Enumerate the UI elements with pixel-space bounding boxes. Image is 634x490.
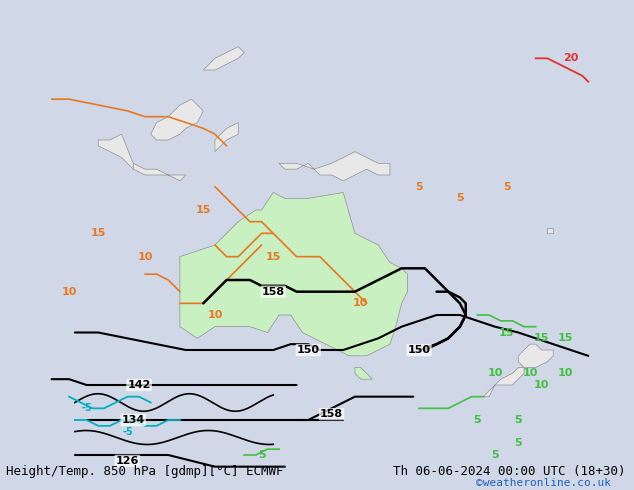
Text: 10: 10: [61, 287, 77, 296]
Text: 10: 10: [137, 252, 153, 262]
Text: 5: 5: [415, 182, 423, 192]
Text: 5: 5: [258, 450, 266, 460]
Text: 158: 158: [320, 409, 343, 419]
Text: 5: 5: [514, 439, 522, 448]
Text: 142: 142: [127, 380, 151, 390]
Text: 10: 10: [353, 298, 368, 308]
Text: 15: 15: [91, 228, 106, 238]
Text: 10: 10: [488, 368, 503, 378]
Text: 5: 5: [503, 182, 510, 192]
Text: Th 06-06-2024 00:00 UTC (18+30): Th 06-06-2024 00:00 UTC (18+30): [393, 465, 626, 478]
Text: 126: 126: [116, 456, 139, 466]
Polygon shape: [355, 368, 372, 379]
Text: 15: 15: [195, 205, 211, 215]
Text: 10: 10: [522, 368, 538, 378]
Text: 5: 5: [456, 194, 463, 203]
Polygon shape: [151, 99, 204, 140]
Text: 5: 5: [474, 415, 481, 425]
Text: 10: 10: [557, 368, 573, 378]
Text: 158: 158: [262, 287, 285, 296]
Text: 15: 15: [534, 333, 549, 343]
Polygon shape: [547, 227, 553, 233]
Polygon shape: [215, 122, 238, 152]
Polygon shape: [279, 152, 390, 181]
Polygon shape: [483, 368, 524, 397]
Polygon shape: [204, 47, 244, 70]
Text: 15: 15: [499, 327, 514, 338]
Text: 20: 20: [563, 53, 578, 63]
Text: 5: 5: [514, 415, 522, 425]
Text: 150: 150: [408, 345, 430, 355]
Text: 150: 150: [297, 345, 320, 355]
Text: Height/Temp. 850 hPa [gdmp][°C] ECMWF: Height/Temp. 850 hPa [gdmp][°C] ECMWF: [6, 465, 284, 478]
Text: -5: -5: [81, 403, 92, 414]
Text: 134: 134: [122, 415, 145, 425]
Text: 10: 10: [534, 380, 549, 390]
Polygon shape: [98, 134, 133, 169]
Text: 15: 15: [266, 252, 281, 262]
Text: 10: 10: [207, 310, 223, 320]
Text: 15: 15: [557, 333, 573, 343]
Text: -5: -5: [122, 427, 133, 437]
Polygon shape: [518, 344, 553, 368]
Text: ©weatheronline.co.uk: ©weatheronline.co.uk: [476, 478, 611, 488]
Text: 5: 5: [491, 450, 499, 460]
Polygon shape: [133, 163, 186, 181]
Polygon shape: [180, 193, 408, 356]
